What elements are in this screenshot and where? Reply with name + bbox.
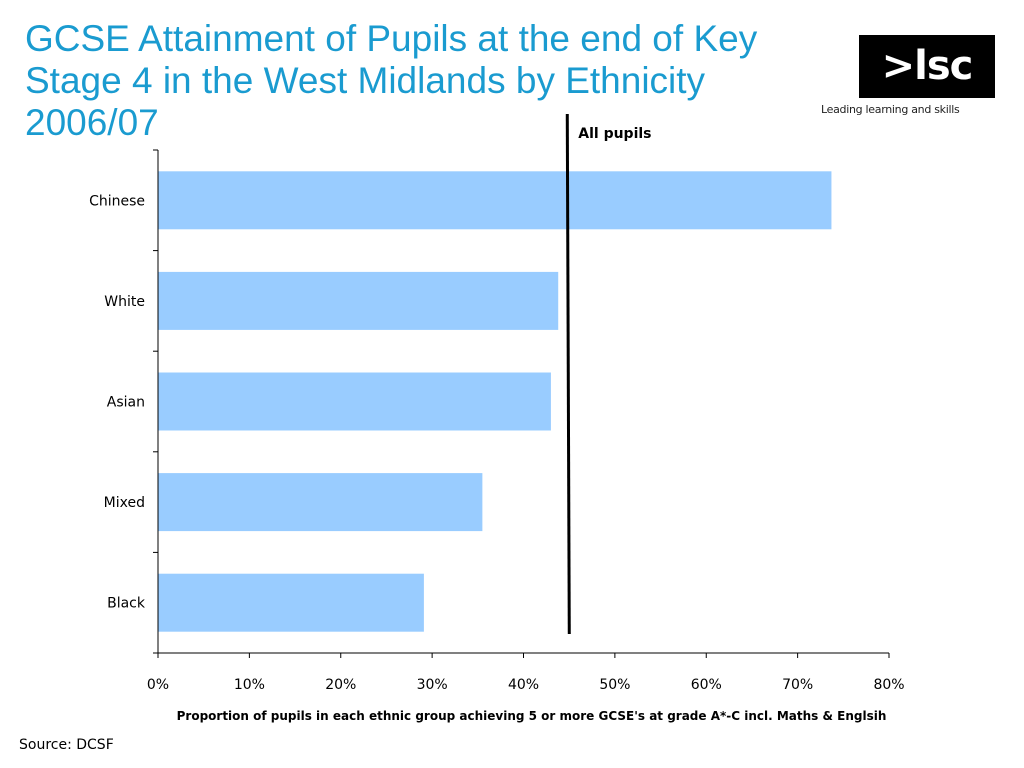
all-pupils-reference-line bbox=[565, 113, 571, 635]
category-label-white: White bbox=[104, 294, 145, 310]
category-label-asian: Asian bbox=[107, 395, 145, 411]
axes-layer: Chinese White Asian Mixed Black 0% 10% 20% 30% 40… bbox=[89, 149, 905, 723]
category-label-chinese: Chinese bbox=[89, 193, 145, 209]
bars-layer bbox=[158, 171, 832, 632]
x-tick-label: 10% bbox=[234, 677, 265, 693]
category-label-mixed: Mixed bbox=[104, 495, 145, 511]
x-tick-label: 60% bbox=[691, 677, 722, 693]
source-note: Source: DCSF bbox=[19, 737, 114, 753]
all-pupils-label: All pupils bbox=[578, 126, 651, 142]
bar-chinese bbox=[158, 171, 832, 230]
x-tick-label: 80% bbox=[873, 677, 904, 693]
page-title: GCSE Attainment of Pupils at the end of … bbox=[25, 18, 758, 143]
lsc-logo: >lsc bbox=[859, 35, 995, 98]
x-tick-label: 50% bbox=[599, 677, 630, 693]
x-tick-label: 0% bbox=[147, 677, 169, 693]
reference-layer: All pupils bbox=[565, 113, 652, 635]
x-tick-label: 20% bbox=[325, 677, 356, 693]
x-tick-label: 70% bbox=[782, 677, 813, 693]
x-axis-label: Proportion of pupils in each ethnic grou… bbox=[177, 709, 887, 723]
bar-white bbox=[158, 271, 559, 330]
lsc-logo-text: >lsc bbox=[881, 43, 974, 89]
bar-black bbox=[158, 573, 424, 632]
x-tick-label: 40% bbox=[508, 677, 539, 693]
category-label-black: Black bbox=[107, 596, 146, 612]
bar-mixed bbox=[158, 473, 483, 532]
logo-tagline: Leading learning and skills bbox=[821, 103, 960, 116]
x-tick-label: 30% bbox=[417, 677, 448, 693]
bar-asian bbox=[158, 372, 551, 431]
